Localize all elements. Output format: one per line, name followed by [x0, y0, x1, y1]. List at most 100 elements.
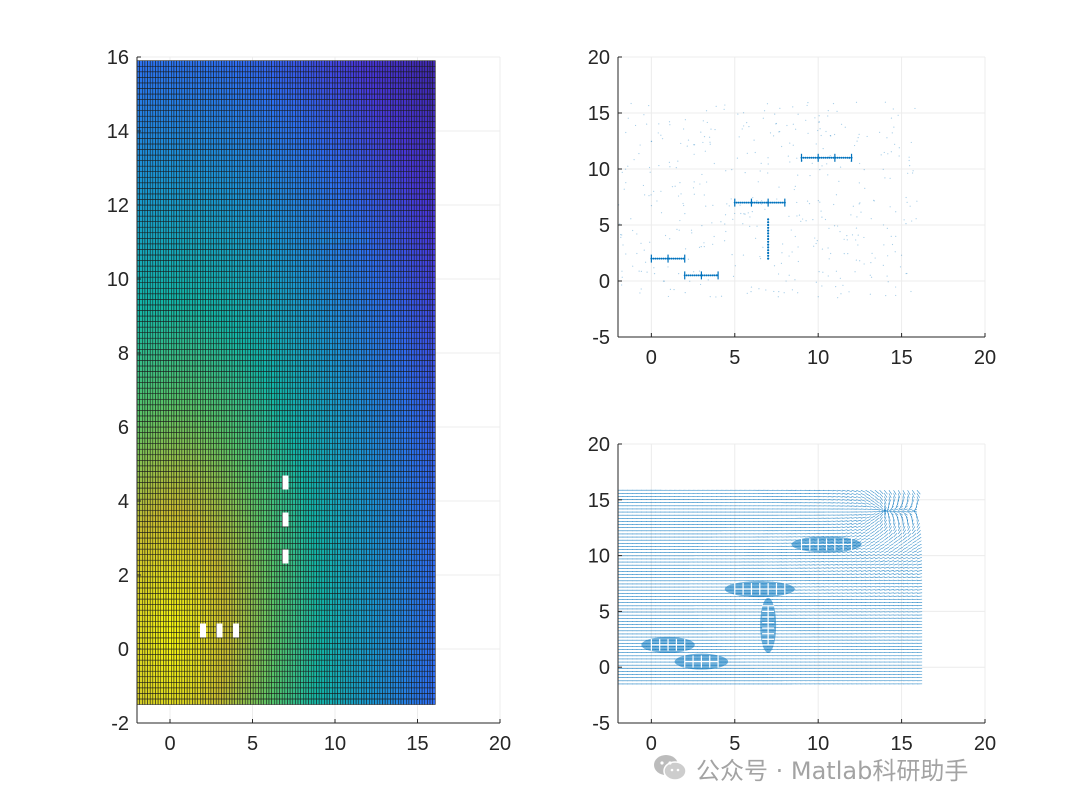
mesh-cell	[369, 582, 373, 589]
mesh-cell	[326, 598, 330, 605]
mesh-cell	[374, 670, 378, 678]
mesh-cell	[197, 659, 201, 666]
mesh-cell	[340, 693, 344, 700]
mesh-cell	[226, 498, 230, 505]
mesh-cell	[263, 559, 267, 567]
mesh-cell	[263, 643, 267, 650]
mesh-cell	[326, 604, 330, 611]
mesh-cell	[308, 532, 312, 539]
mesh-cell	[411, 665, 415, 672]
mesh-cell	[268, 465, 272, 472]
mesh-cell	[350, 593, 354, 600]
mesh-cell	[390, 465, 394, 472]
mesh-cell	[197, 682, 201, 689]
mesh-cell	[258, 687, 262, 694]
mesh-cell	[189, 554, 193, 561]
mesh-cell	[192, 620, 196, 628]
mesh-cell	[255, 482, 259, 489]
mesh-cell	[274, 637, 278, 644]
mesh-cell	[340, 587, 344, 594]
mesh-cell	[353, 587, 357, 594]
mesh-cell	[292, 471, 296, 478]
mesh-cell	[229, 548, 233, 555]
mesh-cell	[289, 582, 294, 589]
mesh-cell	[218, 654, 222, 661]
mesh-cell	[284, 587, 288, 594]
mesh-cell	[369, 659, 373, 666]
mesh-cell	[178, 604, 183, 611]
mesh-cell	[384, 521, 389, 528]
mesh-cell	[353, 565, 357, 572]
mesh-cell	[242, 670, 246, 678]
mesh-cell	[382, 493, 386, 500]
mesh-cell	[173, 687, 177, 694]
mesh-cell	[387, 659, 391, 666]
mesh-cell	[382, 565, 386, 572]
mesh-cell	[326, 515, 330, 522]
mesh-cell	[268, 637, 272, 644]
mesh-cell	[355, 659, 360, 666]
mesh-cell	[411, 493, 415, 500]
mesh-cell	[421, 521, 426, 528]
mesh-cell	[247, 548, 251, 555]
mesh-cell	[363, 559, 367, 567]
mesh-cell	[266, 598, 270, 605]
mesh-cell	[202, 548, 206, 555]
mesh-cell	[149, 654, 154, 661]
mesh-cell	[363, 609, 367, 616]
mesh-cell	[255, 465, 259, 472]
mesh-cell	[371, 643, 375, 650]
mesh-cell	[202, 471, 206, 478]
mesh-cell	[178, 693, 183, 700]
mesh-cell	[361, 465, 365, 472]
mesh-cell	[411, 509, 415, 517]
mesh-cell	[252, 565, 257, 572]
mesh-cell	[142, 571, 146, 578]
mesh-cell	[281, 587, 286, 594]
mesh-cell	[326, 571, 330, 578]
mesh-cell	[139, 659, 143, 666]
mesh-cell	[432, 626, 436, 633]
mesh-cell	[276, 593, 280, 600]
mesh-cell	[390, 526, 394, 533]
mesh-cell	[379, 576, 383, 583]
mesh-cell	[247, 559, 251, 567]
mesh-cell	[398, 521, 402, 528]
mesh-cell	[266, 587, 270, 594]
mesh-cell	[366, 548, 370, 555]
mesh-cell	[147, 609, 151, 616]
mesh-cell	[363, 504, 367, 511]
mesh-cell	[427, 615, 431, 622]
mesh-cell	[295, 670, 299, 678]
mesh-cell	[287, 543, 291, 550]
mesh-cell	[271, 593, 275, 600]
mesh-cell	[334, 693, 338, 700]
mesh-cell	[229, 498, 233, 505]
mesh-cell	[197, 643, 201, 650]
mesh-cell	[318, 698, 323, 705]
mesh-cell	[400, 693, 404, 700]
mesh-cell	[379, 620, 383, 628]
mesh-cell	[149, 659, 154, 666]
mesh-cell	[292, 682, 296, 689]
mesh-cell	[371, 582, 375, 589]
mesh-cell	[189, 604, 193, 611]
mesh-row	[136, 682, 436, 689]
mesh-cell	[334, 548, 338, 555]
mesh-cell	[321, 504, 325, 511]
mesh-cell	[411, 693, 415, 700]
mesh-cell	[329, 487, 333, 494]
mesh-cell	[374, 620, 378, 628]
mesh-cell	[413, 598, 418, 605]
mesh-cell	[358, 543, 362, 550]
mesh-cell	[149, 537, 154, 544]
mesh-cell	[390, 676, 394, 683]
mesh-cell	[210, 509, 214, 517]
mesh-cell	[347, 504, 352, 511]
mesh-cell	[332, 598, 336, 605]
mesh-cell	[376, 537, 381, 544]
mesh-cell	[173, 498, 177, 505]
mesh-cell	[155, 698, 159, 705]
mesh-cell	[284, 676, 288, 683]
mesh-cell	[223, 626, 228, 633]
